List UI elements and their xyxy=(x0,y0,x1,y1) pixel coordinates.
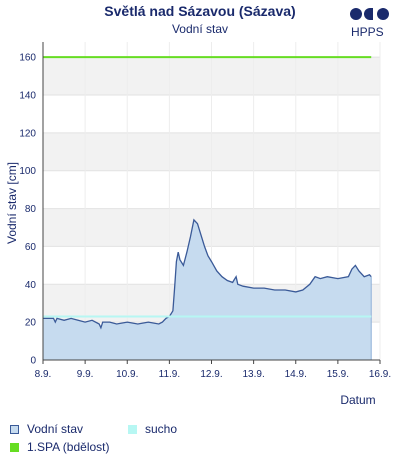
logo-half-circle-icon xyxy=(364,8,373,20)
water-level-line xyxy=(43,218,372,330)
chart-subtitle: Vodní stav xyxy=(172,22,228,36)
water-level-area xyxy=(43,219,372,360)
y-tick-label: 80 xyxy=(25,204,37,215)
logo-text: HPPS xyxy=(351,25,384,39)
y-tick-label: 40 xyxy=(25,280,37,291)
y-tick-label: 120 xyxy=(19,128,36,139)
legend: Vodní stav sucho 1.SPA (bdělost) xyxy=(10,420,390,456)
legend-label-spa1: 1.SPA (bdělost) xyxy=(27,440,110,454)
x-axis-label: Datum xyxy=(340,393,375,407)
legend-swatch-drought xyxy=(128,424,137,434)
y-tick-label: 20 xyxy=(25,318,37,329)
hpps-logo: HPPS xyxy=(346,6,398,40)
x-tick-labels: 8.9. 9.9. 10.9. 11.9. 12.9. 13.9. 14.9. 15.9. 16… xyxy=(35,369,391,380)
x-tick-label: 13.9. xyxy=(243,369,265,380)
x-tick-label: 15.9. xyxy=(327,369,349,380)
x-tick-label: 8.9. xyxy=(35,369,52,380)
x-tick-label: 16.9. xyxy=(369,369,391,380)
y-tick-label: 60 xyxy=(25,242,37,253)
y-tick-labels: 0 20 40 60 80 100 120 140 160 xyxy=(19,53,36,367)
y-axis-label: Vodní stav [cm] xyxy=(5,162,19,244)
y-tick-label: 140 xyxy=(19,91,36,102)
x-tick-label: 14.9. xyxy=(285,369,307,380)
x-tick-label: 11.9. xyxy=(159,369,181,380)
x-tick-label: 10.9. xyxy=(116,369,138,380)
legend-label-water-level: Vodní stav xyxy=(27,422,84,436)
series-group xyxy=(43,56,372,360)
chart: Světlá nad Sázavou (Sázava) Vodní stav 0… xyxy=(5,3,391,407)
y-tick-label: 160 xyxy=(19,53,36,64)
logo-circle-icon xyxy=(350,8,362,20)
x-tick-label: 9.9. xyxy=(77,369,94,380)
legend-label-drought: sucho xyxy=(145,422,178,436)
legend-item-water-level[interactable]: Vodní stav xyxy=(10,422,83,436)
legend-swatch-water-level xyxy=(10,424,19,434)
axes xyxy=(42,42,381,364)
legend-item-spa1[interactable]: 1.SPA (bdělost) xyxy=(10,440,110,454)
logo-circle-icon xyxy=(377,8,389,20)
y-tick-label: 100 xyxy=(19,166,36,177)
x-tick-label: 12.9. xyxy=(200,369,222,380)
y-tick-label: 0 xyxy=(30,356,36,367)
chart-title: Světlá nad Sázavou (Sázava) xyxy=(104,3,295,19)
legend-swatch-spa1 xyxy=(10,442,19,452)
legend-item-drought[interactable]: sucho xyxy=(128,422,177,436)
